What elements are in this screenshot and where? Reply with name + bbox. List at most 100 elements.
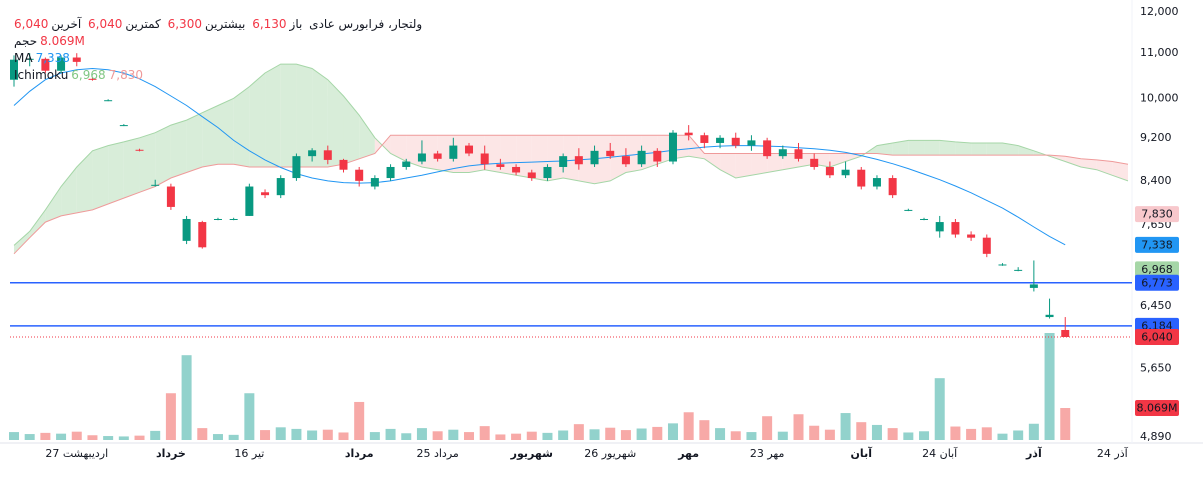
- candle-body: [810, 158, 819, 167]
- volume-bar: [354, 401, 365, 440]
- cloud-segment: [563, 135, 579, 181]
- volume-bar: [40, 432, 51, 440]
- candle-body: [480, 153, 489, 165]
- candle-body: [166, 186, 175, 207]
- volume-bar: [919, 431, 930, 440]
- candle-body: [778, 149, 787, 157]
- symbol: ولتجار، فرابورس عادی: [309, 17, 423, 31]
- cloud-segment: [249, 72, 266, 167]
- legend-value: 7,338: [35, 51, 70, 65]
- y-tick-label: 12,000: [1140, 5, 1179, 18]
- candle-body: [449, 145, 458, 159]
- y-tick-label: 5,650: [1140, 362, 1172, 375]
- legend: 6,040 آخرین 6,040 کمترین 6,300 بیشترین 6,13…: [14, 16, 425, 84]
- cloud-segment: [971, 142, 987, 156]
- cloud-segment: [186, 112, 203, 173]
- volume-bar: [464, 432, 475, 440]
- price-badge-label: 7,338: [1141, 238, 1173, 251]
- candle-body: [370, 178, 379, 187]
- cloud-segment: [217, 98, 234, 165]
- candle-body: [308, 150, 317, 157]
- volume-bar: [416, 428, 427, 440]
- price-badge-label: 6,040: [1141, 331, 1173, 344]
- volume-bar: [511, 433, 522, 440]
- candle-body: [841, 169, 850, 176]
- y-tick-label: 9,200: [1140, 131, 1172, 144]
- candle-body: [1061, 330, 1070, 338]
- candle-body: [104, 100, 113, 102]
- legend-stats: 6,040 آخرین 6,040 کمترین 6,300 بیشترین 6,13…: [14, 16, 425, 33]
- cloud-segment: [61, 166, 77, 216]
- volume-bar: [730, 431, 741, 440]
- volume-bar: [715, 428, 726, 440]
- legend-label: MA: [14, 51, 33, 65]
- cloud-segment: [892, 140, 909, 156]
- cloud-segment: [453, 135, 470, 173]
- volume-bar: [558, 430, 569, 440]
- x-tick-label: مرداد: [345, 447, 374, 460]
- volume-bar: [244, 393, 255, 440]
- cloud-segment: [955, 141, 972, 156]
- volume-bar: [1013, 430, 1024, 440]
- x-tick-label: شهریور: [510, 447, 553, 460]
- volume-bar: [542, 432, 553, 440]
- price-badge: [1135, 400, 1179, 417]
- candle-body: [41, 58, 50, 71]
- x-tick-label: 23 مهر: [750, 447, 785, 460]
- volume-bar: [9, 432, 19, 440]
- y-tick-label: 10,000: [1140, 91, 1179, 104]
- stat-value: 6,040: [14, 17, 49, 31]
- candle-body: [637, 150, 646, 165]
- cloud-segment: [265, 64, 281, 167]
- candle-body: [590, 150, 599, 165]
- cloud-line: [13, 134, 1129, 255]
- candle-body: [825, 166, 834, 176]
- price-badge-label: 6,773: [1141, 276, 1173, 289]
- candle-body: [668, 132, 677, 162]
- candle-body: [151, 184, 160, 186]
- y-tick-label: 6,450: [1140, 299, 1172, 312]
- candle-body: [229, 218, 238, 220]
- cloud-segment: [327, 79, 344, 167]
- candle-body: [119, 125, 128, 127]
- stat-label: آخرین: [51, 17, 82, 31]
- volume-bar: [103, 436, 114, 440]
- volume-bar: [260, 430, 271, 440]
- volume-bar: [840, 413, 851, 440]
- volume-bar: [385, 428, 396, 440]
- volume-bar: [307, 430, 318, 440]
- candle-body: [135, 149, 144, 151]
- candle-body: [621, 156, 630, 165]
- volume-bar: [809, 425, 820, 440]
- cloud-segment: [280, 64, 297, 167]
- candle-body: [1014, 269, 1023, 271]
- candle-body: [465, 145, 474, 154]
- legend-value: 8.069M: [40, 34, 85, 48]
- stat-label: کمترین: [125, 17, 161, 31]
- stat-value: 6,130: [252, 17, 287, 31]
- cloud-segment: [359, 115, 375, 159]
- cloud-segment: [735, 153, 752, 179]
- candle-body: [1029, 284, 1038, 288]
- legend-value: 6,968: [71, 68, 106, 82]
- candle-body: [292, 156, 301, 179]
- volume-bar: [212, 434, 223, 440]
- cloud-segment: [1065, 156, 1081, 167]
- cloud-segment: [751, 153, 768, 176]
- legend-value: 7,830: [108, 68, 144, 82]
- volume-bar: [165, 393, 176, 440]
- x-tick-label: 25 مرداد: [416, 447, 458, 460]
- volume-bar: [495, 434, 506, 440]
- volume-bar: [134, 435, 145, 440]
- candle-body: [57, 57, 66, 71]
- cloud-segment: [139, 132, 156, 193]
- candle-body: [512, 166, 521, 173]
- volume-bar: [966, 428, 977, 440]
- cloud-segment: [1080, 158, 1097, 170]
- volume-bar: [87, 435, 98, 440]
- candle-body: [198, 222, 207, 248]
- volume-bar: [636, 428, 647, 440]
- volume-bar: [887, 428, 898, 440]
- cloud-segment: [1112, 161, 1128, 181]
